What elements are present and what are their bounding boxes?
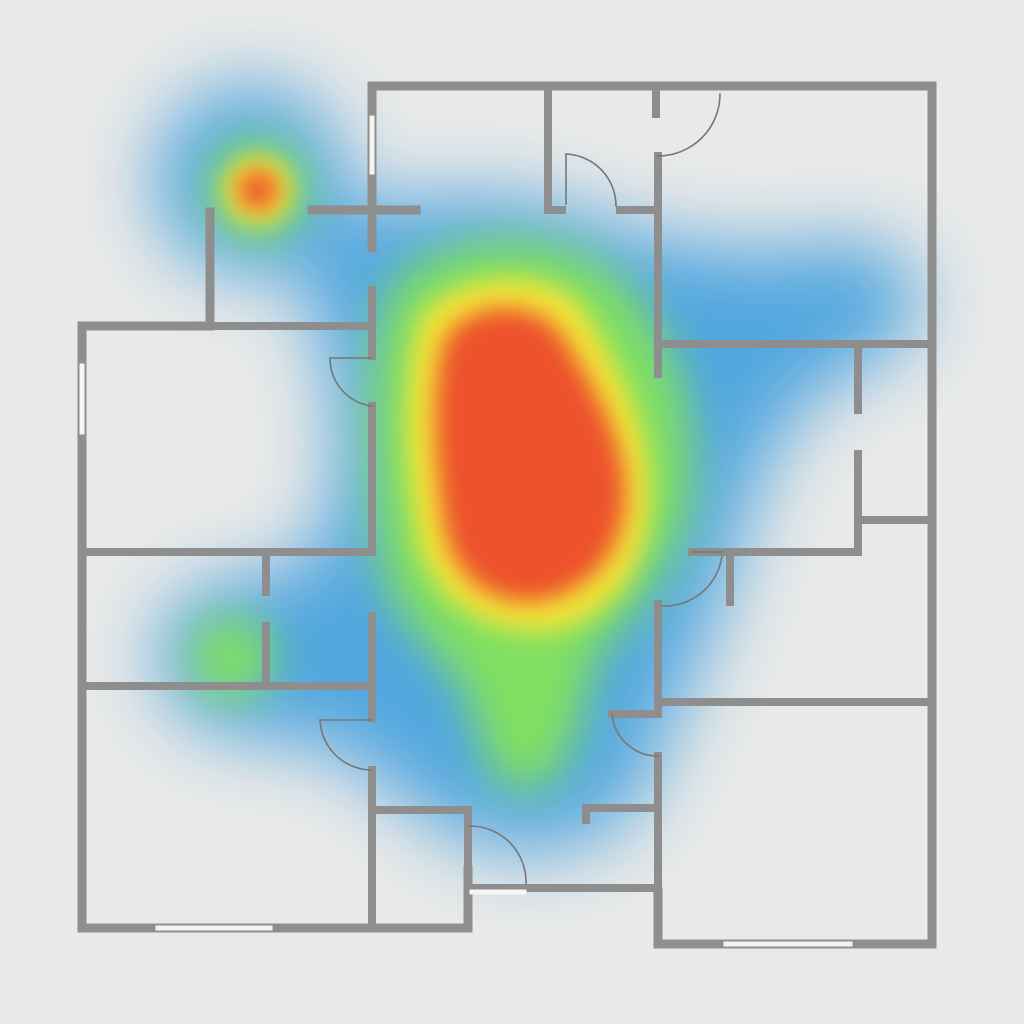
door-arc-2	[565, 153, 617, 207]
wall-inner-22	[544, 82, 566, 214]
door-arc-1	[657, 93, 721, 157]
wall-inner-15	[688, 516, 936, 556]
inner-walls	[78, 82, 936, 932]
wall-top-right-block	[367, 81, 937, 949]
door-arc-3	[329, 357, 373, 407]
heat-blob-blue-east	[760, 240, 920, 360]
door-arc-5	[469, 825, 527, 885]
door-arc-7	[661, 555, 723, 607]
wall-inner-11	[582, 804, 662, 896]
door-arc-6	[611, 713, 659, 757]
wall-inner-3	[78, 402, 376, 556]
heat-blob-red-main	[435, 308, 626, 602]
heatmap-layer	[155, 85, 920, 853]
heat-zone-high	[238, 170, 626, 602]
wall-inner-10	[464, 822, 662, 892]
wall-inner-9	[368, 806, 472, 830]
walls-layer	[77, 81, 937, 949]
windows	[79, 115, 853, 947]
heat-blob-red-topleft	[238, 170, 278, 210]
door-arc-4	[319, 719, 373, 771]
heat-blob-green-lowerleft	[190, 616, 274, 700]
wall-west-outer	[77, 207, 473, 933]
wall-inner-13	[608, 600, 662, 718]
door-swings	[319, 93, 723, 885]
